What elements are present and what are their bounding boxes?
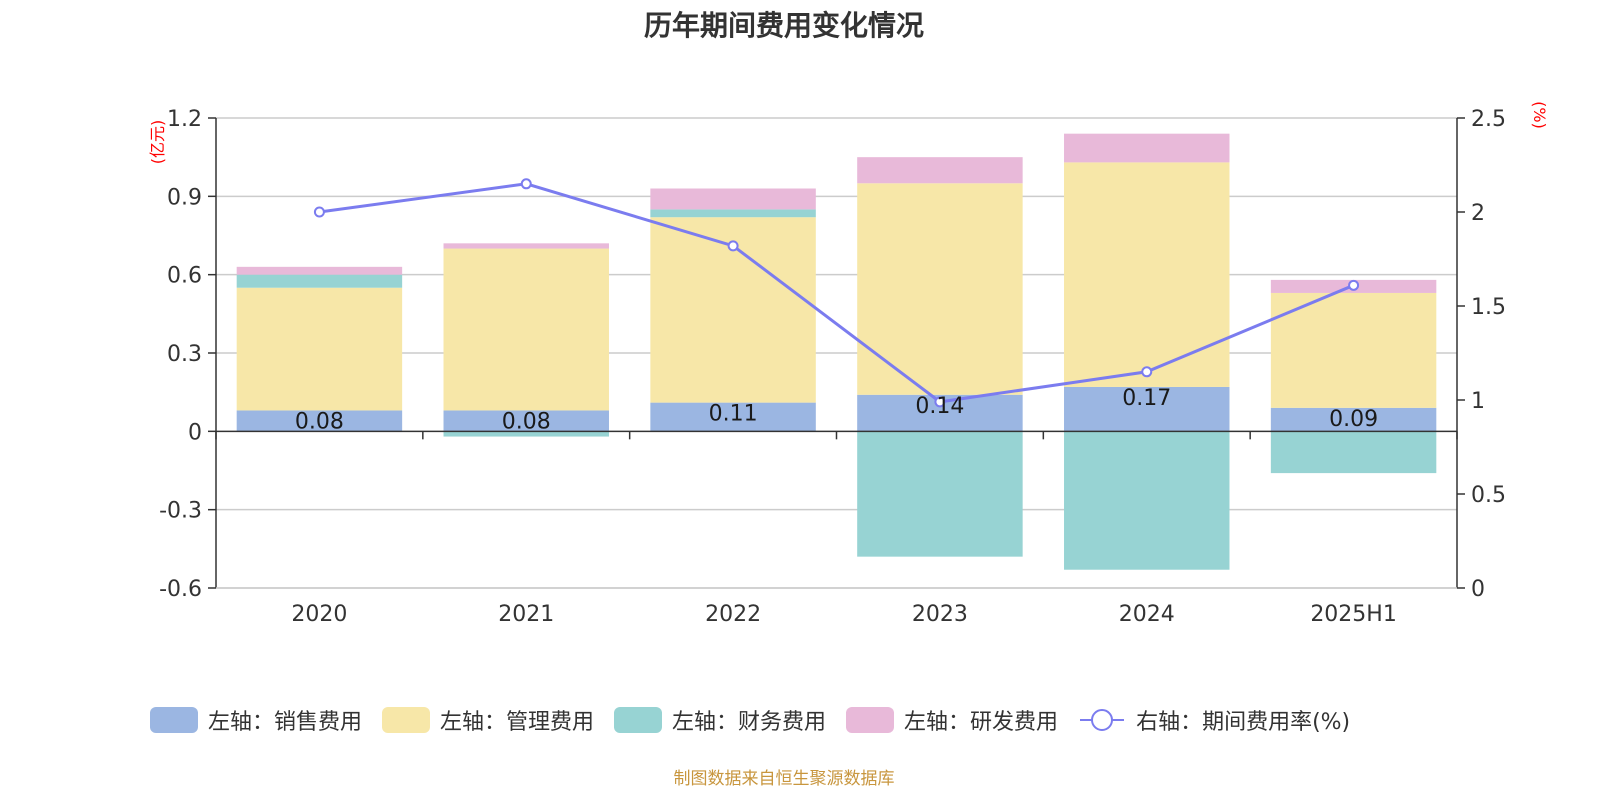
right-tick-label: 1.5 bbox=[1471, 295, 1506, 320]
right-tick-label: 0 bbox=[1471, 577, 1485, 602]
data-labels: 0.08 0.08 0.11 0.14 0.17 0.09 bbox=[295, 386, 1378, 435]
legend-label-sales: 左轴：销售费用 bbox=[208, 710, 363, 735]
bar-finance-2021[interactable] bbox=[443, 431, 609, 437]
bar-admin-2025H1[interactable] bbox=[1270, 292, 1437, 408]
x-tick-label: 2022 bbox=[705, 602, 761, 627]
rate-point-2025H1[interactable] bbox=[1348, 279, 1360, 291]
data-label-sales: 0.09 bbox=[1329, 407, 1378, 432]
rate-point-2024[interactable] bbox=[1141, 366, 1153, 378]
bar-admin-2020[interactable] bbox=[236, 287, 403, 411]
x-tick-label: 2021 bbox=[498, 602, 554, 627]
data-label-sales: 0.08 bbox=[295, 409, 344, 434]
legend-item-rate[interactable]: 右轴：期间费用率(%) bbox=[1078, 704, 1350, 736]
x-tick-label: 2020 bbox=[291, 602, 347, 627]
left-tick-label: -0.6 bbox=[159, 577, 202, 602]
legend-swatch-finance bbox=[614, 707, 663, 733]
right-tick-label: 0.5 bbox=[1471, 483, 1506, 508]
left-tick-label: 0 bbox=[188, 420, 202, 445]
chart-title: 历年期间费用变化情况 bbox=[643, 9, 924, 42]
legend-swatch-sales bbox=[150, 707, 198, 733]
bar-admin-2021[interactable] bbox=[443, 248, 609, 411]
bar-rnd-2021[interactable] bbox=[443, 243, 609, 249]
right-tick-label: 1 bbox=[1471, 389, 1485, 414]
rate-point-2020[interactable] bbox=[313, 206, 325, 218]
x-tick-label: 2023 bbox=[912, 602, 968, 627]
bar-sales-2020[interactable] bbox=[236, 410, 403, 432]
x-tick-label: 2024 bbox=[1119, 602, 1175, 627]
bar-rnd-2023[interactable] bbox=[857, 157, 1023, 184]
rate-point-2021[interactable] bbox=[520, 178, 532, 190]
bar-sales-2024[interactable] bbox=[1064, 386, 1230, 432]
data-label-sales: 0.17 bbox=[1122, 386, 1171, 411]
bar-admin-2024[interactable] bbox=[1064, 162, 1230, 387]
left-tick-label: 1.2 bbox=[167, 107, 202, 132]
right-tick-label: 2.5 bbox=[1471, 107, 1506, 132]
left-tick-label: 0.9 bbox=[167, 185, 202, 210]
left-tick-label: -0.3 bbox=[159, 499, 202, 524]
bar-rnd-2020[interactable] bbox=[236, 266, 403, 275]
right-axis-unit: (%) bbox=[1530, 101, 1549, 129]
source-note: 制图数据来自恒生聚源数据库 bbox=[673, 769, 895, 789]
rate-point-2023[interactable] bbox=[934, 396, 946, 408]
x-tick-label: 2025H1 bbox=[1310, 602, 1397, 627]
data-label-sales: 0.08 bbox=[502, 409, 551, 434]
legend-label-rate: 右轴：期间费用率(%) bbox=[1136, 710, 1351, 735]
bar-sales-2022[interactable] bbox=[650, 402, 816, 432]
legend-item-sales[interactable]: 左轴：销售费用 bbox=[150, 704, 362, 736]
bar-sales-2025H1[interactable] bbox=[1270, 407, 1437, 432]
legend-label-rnd: 左轴：研发费用 bbox=[904, 710, 1059, 735]
rate-line bbox=[313, 178, 1360, 408]
left-tick-label: 0.6 bbox=[167, 264, 202, 289]
axes: -0.6 -0.3 0 0.3 0.6 0.9 1.2 0 0.5 1 1.5 2 2.5 2020 202… bbox=[159, 107, 1506, 627]
bar-finance-2023[interactable] bbox=[857, 431, 1023, 557]
left-tick-label: 0.3 bbox=[167, 342, 202, 367]
legend-swatch-admin bbox=[382, 707, 431, 733]
legend-line-marker-icon bbox=[1080, 709, 1125, 731]
bar-sales-2021[interactable] bbox=[443, 410, 609, 432]
legend: 左轴：销售费用 左轴：管理费用 左轴：财务费用 左轴：研发费用 右轴：期间费用率… bbox=[150, 702, 1370, 738]
bar-finance-2020[interactable] bbox=[236, 274, 403, 288]
data-label-sales: 0.14 bbox=[915, 394, 964, 419]
rate-polyline bbox=[319, 182, 1355, 404]
chart-plot: (亿元) (%) -0.6 -0.3 0 0.3 0.6 0.9 1.2 0 0.5 1 1.5 2 2… bbox=[148, 101, 1549, 627]
left-axis-unit: (亿元) bbox=[148, 120, 167, 165]
bar-rnd-2024[interactable] bbox=[1064, 133, 1230, 163]
legend-item-finance[interactable]: 左轴：财务费用 bbox=[614, 704, 826, 736]
legend-item-admin[interactable]: 左轴：管理费用 bbox=[382, 704, 594, 736]
right-tick-label: 2 bbox=[1471, 201, 1485, 226]
bar-finance-2024[interactable] bbox=[1064, 431, 1230, 570]
rate-point-2022[interactable] bbox=[727, 240, 739, 252]
bar-finance-2025H1[interactable] bbox=[1270, 431, 1437, 474]
bar-finance-2022[interactable] bbox=[650, 209, 816, 218]
legend-swatch-rnd bbox=[846, 707, 895, 733]
legend-item-rnd[interactable]: 左轴：研发费用 bbox=[846, 704, 1058, 736]
legend-label-finance: 左轴：财务费用 bbox=[672, 710, 827, 735]
bar-rnd-2022[interactable] bbox=[650, 188, 816, 210]
legend-label-admin: 左轴：管理费用 bbox=[440, 710, 595, 735]
bar-admin-2023[interactable] bbox=[857, 183, 1023, 395]
data-label-sales: 0.11 bbox=[709, 402, 758, 427]
